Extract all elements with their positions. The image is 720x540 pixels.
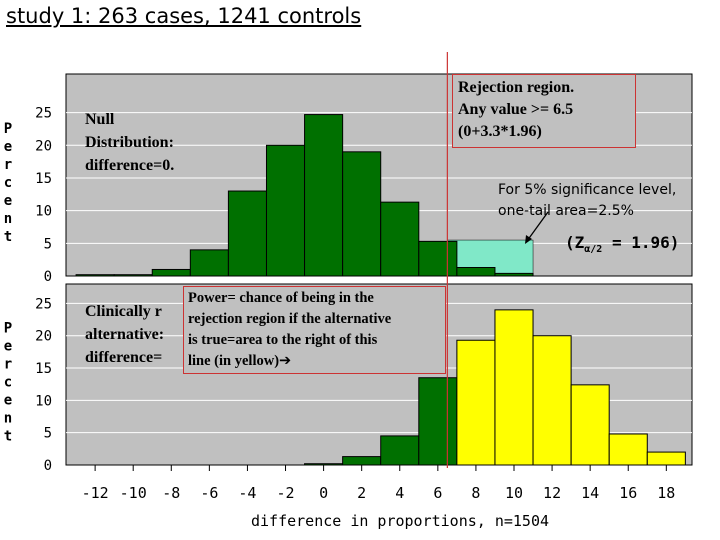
- x-tick-label: 6: [433, 484, 442, 502]
- top-y-tick-label: 0: [44, 269, 52, 285]
- top-y-tick-label: 15: [35, 171, 52, 187]
- rejection-callout-line-3: (0+3.3*1.96): [458, 123, 542, 140]
- top-y-axis-label-letter: e: [4, 193, 12, 209]
- power-callout-line-1: Power= chance of being in the: [188, 290, 374, 306]
- x-tick-label: 2: [357, 484, 366, 502]
- power-callout: Power= chance of being in the rejection …: [183, 286, 446, 374]
- z-note-subscript: α/2: [584, 244, 603, 256]
- null-distribution-label: Null Distribution: difference=0.: [85, 108, 225, 177]
- top-y-axis-label-letter: t: [4, 229, 12, 245]
- top-bar: [418, 240, 458, 277]
- top-y-axis-label-letter: n: [4, 211, 12, 227]
- bottom-y-tick-label: 15: [35, 361, 52, 377]
- x-tick-label: -2: [276, 484, 294, 502]
- significance-note-line-1: For 5% significance level,: [498, 182, 677, 198]
- bottom-bar: [646, 451, 686, 466]
- bottom-bar: [608, 433, 648, 466]
- rejection-callout-line-1: Rejection region.: [458, 79, 575, 96]
- arrow-right-icon: ➔: [279, 353, 292, 369]
- power-callout-line-4: line (in yellow)➔: [188, 351, 445, 372]
- top-y-axis-label-letter: r: [4, 157, 12, 173]
- rejection-region-callout: Rejection region. Any value >= 6.5 (0+3.…: [452, 74, 636, 148]
- bottom-bar: [494, 309, 534, 466]
- top-y-axis-label-letter: c: [4, 175, 12, 191]
- bottom-y-axis-label-letter: n: [4, 411, 12, 427]
- z-value-note: (Zα/2 = 1.96): [565, 233, 679, 255]
- top-bar: [189, 249, 229, 277]
- slide-title: study 1: 263 cases, 1241 controls: [6, 4, 362, 28]
- null-label-line-1: Null: [85, 111, 115, 128]
- top-y-tick-label: 20: [35, 138, 52, 154]
- bottom-bar: [418, 377, 458, 466]
- bottom-bar: [380, 435, 420, 466]
- x-tick-label: 10: [505, 484, 523, 502]
- top-bar: [151, 268, 191, 277]
- bottom-y-axis-label-letter: e: [4, 393, 12, 409]
- bottom-y-tick-label: 25: [35, 296, 52, 312]
- x-tick-label: -12: [82, 484, 109, 502]
- bottom-y-tick-label: 20: [35, 329, 52, 345]
- significance-pointer-line: [526, 211, 549, 242]
- bottom-bar: [342, 456, 382, 466]
- bottom-y-tick-label: 0: [44, 458, 52, 474]
- x-tick-label: -4: [238, 484, 256, 502]
- null-label-line-3: difference=0.: [85, 157, 175, 174]
- rejection-callout-line-2: Any value >= 6.5: [458, 101, 574, 118]
- x-tick-label: 16: [619, 484, 637, 502]
- top-bar: [265, 144, 306, 277]
- bottom-y-tick-label: 5: [44, 426, 52, 442]
- bottom-bar: [456, 339, 496, 466]
- x-tick-label: -8: [162, 484, 180, 502]
- top-bar: [227, 190, 267, 277]
- top-bar: [304, 114, 344, 277]
- x-tick-label: 12: [543, 484, 561, 502]
- top-bar: [380, 201, 420, 277]
- significance-pointer-arrowhead: [525, 235, 532, 244]
- z-note-suffix: = 1.96): [602, 233, 680, 252]
- top-y-tick-label: 5: [44, 236, 52, 252]
- top-bar: [342, 151, 382, 277]
- bottom-y-axis-label-letter: c: [4, 375, 12, 391]
- x-tick-label: -10: [120, 484, 147, 502]
- x-tick-label: 14: [581, 484, 599, 502]
- z-note-prefix: (Z: [565, 233, 585, 252]
- alternative-distribution-label: Clinically r alternative: difference=: [85, 300, 185, 369]
- bottom-y-axis-label-letter: P: [4, 321, 12, 337]
- significance-note-line-2: one-tail area=2.5%: [498, 203, 634, 219]
- x-tick-label: 4: [395, 484, 404, 502]
- top-bar: [456, 267, 496, 277]
- top-y-axis-label-letter: P: [4, 121, 12, 137]
- bottom-bar: [532, 335, 572, 466]
- bottom-bar: [570, 384, 610, 466]
- x-tick-label: 8: [471, 484, 480, 502]
- bottom-y-axis-label-letter: r: [4, 357, 12, 373]
- alt-label-line-2: alternative:: [85, 326, 165, 343]
- bottom-y-tick-label: 10: [35, 393, 52, 409]
- bottom-y-axis-label-letter: e: [4, 339, 12, 355]
- significance-note: For 5% significance level, one-tail area…: [498, 180, 676, 222]
- top-y-tick-label: 25: [35, 106, 52, 122]
- alt-label-line-1: Clinically r: [85, 303, 162, 320]
- power-callout-line-4-text: line (in yellow): [188, 353, 280, 369]
- x-tick-label: -6: [200, 484, 218, 502]
- x-axis-label: difference in proportions, n=1504: [251, 512, 549, 530]
- bottom-y-axis-label-letter: t: [4, 429, 12, 445]
- null-label-line-2: Distribution:: [85, 134, 174, 151]
- alt-label-line-3: difference=: [85, 349, 163, 366]
- top-y-axis-label-letter: e: [4, 139, 12, 155]
- top-y-tick-label: 10: [35, 204, 52, 220]
- x-tick-label: 0: [319, 484, 328, 502]
- x-tick-label: 18: [657, 484, 675, 502]
- power-callout-line-3: is true=area to the right of this: [188, 332, 378, 348]
- power-callout-line-2: rejection region if the alternative: [188, 311, 392, 327]
